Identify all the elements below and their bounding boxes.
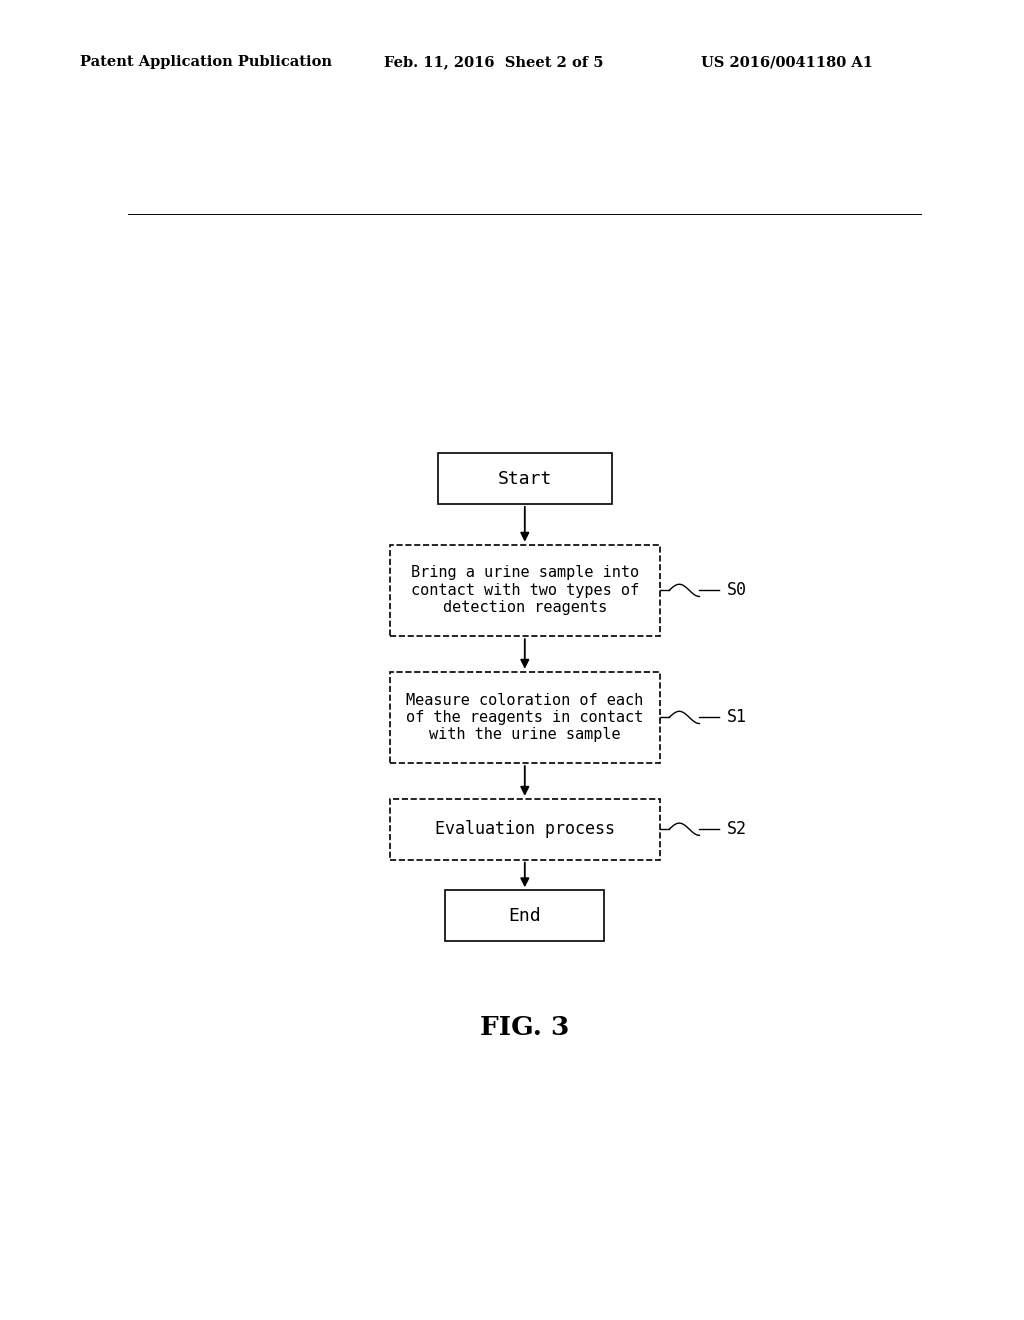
- Text: US 2016/0041180 A1: US 2016/0041180 A1: [701, 55, 873, 70]
- Text: S0: S0: [727, 581, 748, 599]
- Text: S2: S2: [727, 820, 748, 838]
- Bar: [390, 672, 659, 763]
- Text: Evaluation process: Evaluation process: [435, 820, 614, 838]
- Text: Measure coloration of each
of the reagents in contact
with the urine sample: Measure coloration of each of the reagen…: [407, 693, 643, 742]
- Text: S1: S1: [727, 709, 748, 726]
- Text: FIG. 3: FIG. 3: [480, 1015, 569, 1040]
- Text: Feb. 11, 2016  Sheet 2 of 5: Feb. 11, 2016 Sheet 2 of 5: [384, 55, 603, 70]
- Text: Start: Start: [498, 470, 552, 487]
- Text: Patent Application Publication: Patent Application Publication: [80, 55, 332, 70]
- Bar: [437, 453, 612, 504]
- Text: End: End: [509, 907, 541, 924]
- Bar: [390, 799, 659, 859]
- Text: Bring a urine sample into
contact with two types of
detection reagents: Bring a urine sample into contact with t…: [411, 565, 639, 615]
- Bar: [445, 890, 604, 941]
- Bar: [390, 545, 659, 636]
